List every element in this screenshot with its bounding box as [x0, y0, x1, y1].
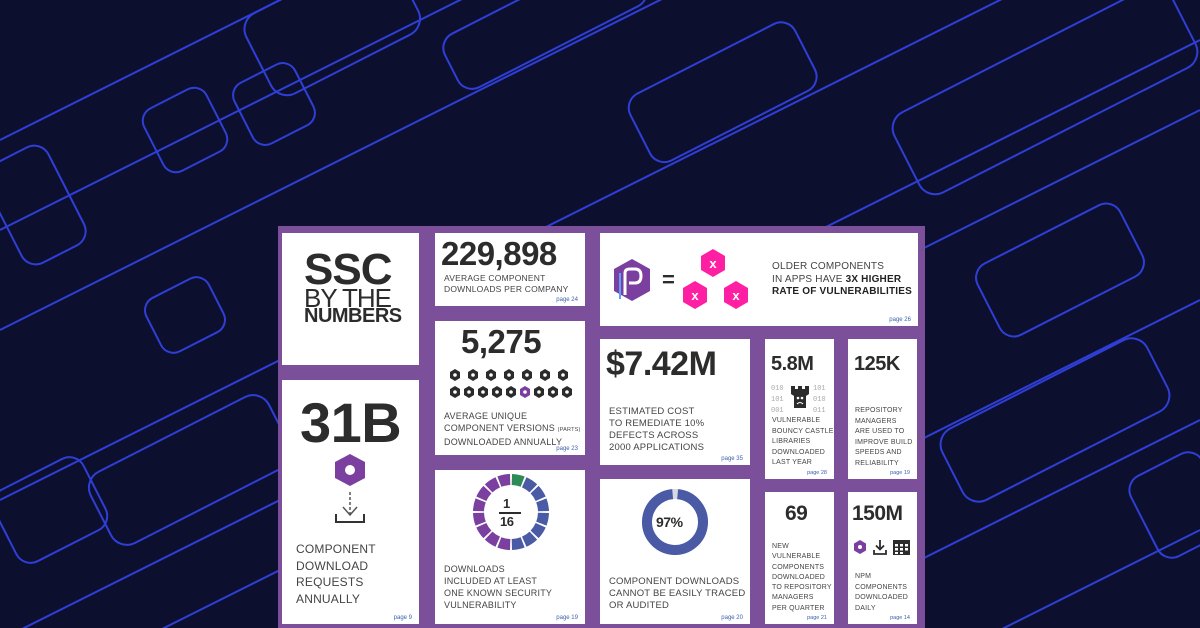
vuln-fraction-card: 1 16 DOWNLOADS INCLUDED AT LEAST ONE KNO…: [435, 470, 585, 624]
fraction-bar: [499, 512, 521, 514]
ring-segment: [497, 537, 511, 550]
npm-caption: NPM COMPONENTS DOWNLOADED DAILY: [855, 573, 908, 612]
fraction-denominator: 16: [500, 514, 514, 529]
fraction-ring: [473, 474, 549, 550]
ring-segment: [511, 537, 525, 550]
hex-x-label: x: [732, 288, 740, 303]
versions-card: 5,275 AVERAGE UNI: [435, 321, 585, 455]
page-ref: page 19: [890, 470, 910, 476]
ring-segment: [476, 485, 492, 502]
npm-value: 150M: [852, 502, 903, 525]
avg-downloads-value: 229,898: [441, 235, 557, 272]
component-logo-icon: [614, 259, 650, 301]
untraced-value: 97%: [656, 514, 683, 530]
title-by-the: BY THE: [304, 283, 392, 313]
hex-nut-row-icon: [450, 369, 572, 398]
fraction-numerator: 1: [503, 496, 510, 511]
untraced-caption: COMPONENT DOWNLOADS CANNOT BE EASILY TRA…: [609, 576, 746, 611]
download-icon: [873, 540, 887, 555]
ring-segment: [484, 531, 501, 547]
bouncy-castle-card: 5.8M 010 101 001 101 010 011 VULNERABLE …: [765, 339, 834, 479]
new-vulnerable-value: 69: [785, 502, 808, 525]
binary-right: 101 010 011: [813, 385, 826, 415]
page-ref: page 23: [556, 446, 578, 452]
title-numbers: NUMBERS: [304, 305, 402, 327]
page-ref: page 21: [807, 615, 827, 621]
hex-x-label: x: [691, 288, 699, 303]
calendar-icon: [893, 540, 910, 555]
older-caption: OLDER COMPONENTS IN APPS HAVE 3X HIGHER …: [772, 261, 912, 297]
vulnerable-hexagons-icon: x x x: [683, 249, 748, 309]
castle-icon: [791, 386, 809, 408]
bouncy-caption: VULNERABLE BOUNCY CASTLE LIBRARIES DOWNL…: [772, 417, 834, 466]
ring-segment: [536, 498, 549, 512]
untraced-card: 97% COMPONENT DOWNLOADS CANNOT BE EASILY…: [600, 479, 750, 624]
downloads-value: 31B: [300, 391, 402, 454]
older-components-card: = x x x OLDER COMPONENTS IN APPS HAVE 3X…: [600, 233, 918, 326]
versions-caption: AVERAGE UNIQUE COMPONENT VERSIONS (PARTS…: [444, 411, 581, 447]
hex-x-label: x: [709, 256, 717, 271]
hexagon-icon: [854, 540, 866, 554]
page-ref: page 14: [890, 615, 910, 621]
ring-segment: [530, 485, 546, 502]
page-ref: page 9: [393, 615, 412, 621]
new-vulnerable-caption: NEW VULNERABLE COMPONENTS DOWNLOADED TO …: [772, 543, 832, 612]
infographic-board: SSC BY THE NUMBERS 31B COMPONENT DOWNLOA…: [278, 226, 925, 628]
vuln-fraction-caption: DOWNLOADS INCLUDED AT LEAST ONE KNOWN SE…: [444, 564, 553, 610]
page-ref: page 35: [721, 456, 743, 462]
ring-segment: [530, 522, 546, 539]
bouncy-value: 5.8M: [771, 353, 814, 375]
downloads-caption: COMPONENT DOWNLOAD REQUESTS ANNUALLY: [296, 542, 376, 606]
versions-value: 5,275: [461, 323, 542, 360]
ring-segment: [511, 474, 525, 487]
binary-left: 010 101 001: [771, 385, 784, 415]
ring-segment: [521, 531, 538, 547]
repo-managers-value: 125K: [854, 353, 900, 375]
downloads-card: 31B COMPONENT DOWNLOAD REQUESTS ANNUALLY…: [282, 380, 419, 624]
ring-segment: [473, 498, 486, 512]
equals-sign: =: [662, 267, 675, 292]
avg-downloads-caption: AVERAGE COMPONENT DOWNLOADS PER COMPANY: [444, 273, 569, 294]
ring-segment: [497, 474, 511, 487]
page-ref: page 26: [889, 317, 911, 323]
page-ref: page 20: [721, 615, 743, 621]
ring-segment: [476, 522, 492, 539]
page-ref: page 24: [556, 297, 578, 303]
page-ref: page 19: [556, 615, 578, 621]
percent-ring: [642, 489, 708, 555]
ring-segment: [484, 477, 501, 493]
ring-segment: [473, 512, 486, 526]
page-ref: page 28: [807, 470, 827, 476]
title-card: SSC BY THE NUMBERS: [282, 233, 419, 365]
cost-caption: ESTIMATED COST TO REMEDIATE 10% DEFECTS …: [609, 406, 705, 453]
npm-card: 150M NPM COMPONENTS: [848, 492, 917, 624]
cost-value: $7.42M: [606, 345, 717, 383]
npm-icons: [854, 540, 910, 555]
ring-segment: [536, 512, 549, 526]
title-ssc: SSC: [304, 245, 392, 294]
cost-card: $7.42M ESTIMATED COST TO REMEDIATE 10% D…: [600, 339, 750, 465]
new-vulnerable-card: 69 NEW VULNERABLE COMPONENTS DOWNLOADED …: [765, 492, 834, 624]
hexagon-download-icon: [335, 454, 365, 523]
repo-managers-caption: REPOSITORY MANAGERS ARE USED TO IMPROVE …: [855, 407, 913, 467]
ring-segment: [521, 477, 538, 493]
avg-downloads-card: 229,898 AVERAGE COMPONENT DOWNLOADS PER …: [435, 233, 585, 306]
repo-managers-card: 125K REPOSITORY MANAGERS ARE USED TO IMP…: [848, 339, 917, 479]
